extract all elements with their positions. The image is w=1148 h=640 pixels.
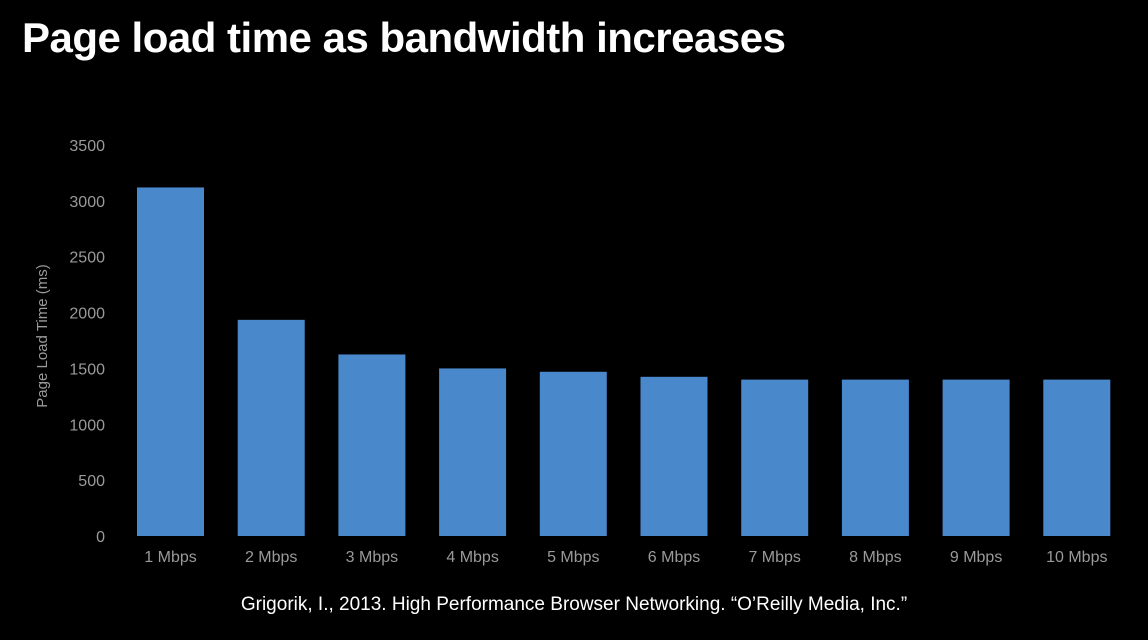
bar <box>137 187 204 537</box>
x-tick-label: 3 Mbps <box>346 549 398 566</box>
x-tick-label: 7 Mbps <box>748 549 800 566</box>
bar <box>640 376 708 536</box>
bars <box>137 187 1111 537</box>
y-axis: 0 500 1000 1500 2000 2500 3000 3500 <box>69 138 105 546</box>
x-tick-label: 10 Mbps <box>1046 549 1107 566</box>
bar <box>942 379 1010 536</box>
x-tick-label: 5 Mbps <box>547 549 599 566</box>
bar-chart: Page Load Time (ms) 0 500 1000 1500 2000 2500… <box>34 138 1111 566</box>
bar <box>841 379 909 536</box>
y-tick-label: 2500 <box>69 250 105 267</box>
bar <box>439 368 507 536</box>
x-axis: 1 Mbps 2 Mbps 3 Mbps 4 Mbps 5 Mbps 6 Mbps 7 Mb… <box>144 549 1107 566</box>
bar <box>741 379 809 536</box>
x-tick-label: 2 Mbps <box>245 549 297 566</box>
y-tick-label: 0 <box>96 529 105 546</box>
bar <box>1043 379 1111 536</box>
bar <box>237 319 305 536</box>
x-tick-label: 6 Mbps <box>648 549 700 566</box>
chart-title: Page load time as bandwidth increases <box>22 14 786 61</box>
y-tick-label: 1000 <box>69 417 105 434</box>
y-tick-label: 2000 <box>69 306 105 323</box>
y-tick-label: 3500 <box>69 138 105 155</box>
y-tick-label: 1500 <box>69 361 105 378</box>
x-tick-label: 9 Mbps <box>950 549 1002 566</box>
x-tick-label: 8 Mbps <box>849 549 901 566</box>
x-tick-label: 4 Mbps <box>446 549 498 566</box>
y-tick-label: 3000 <box>69 194 105 211</box>
x-tick-label: 1 Mbps <box>144 549 196 566</box>
bar <box>338 354 406 536</box>
y-axis-label: Page Load Time (ms) <box>34 264 51 407</box>
bar <box>539 371 607 536</box>
source-citation: Grigorik, I., 2013. High Performance Bro… <box>240 594 908 615</box>
y-tick-label: 500 <box>78 473 105 490</box>
